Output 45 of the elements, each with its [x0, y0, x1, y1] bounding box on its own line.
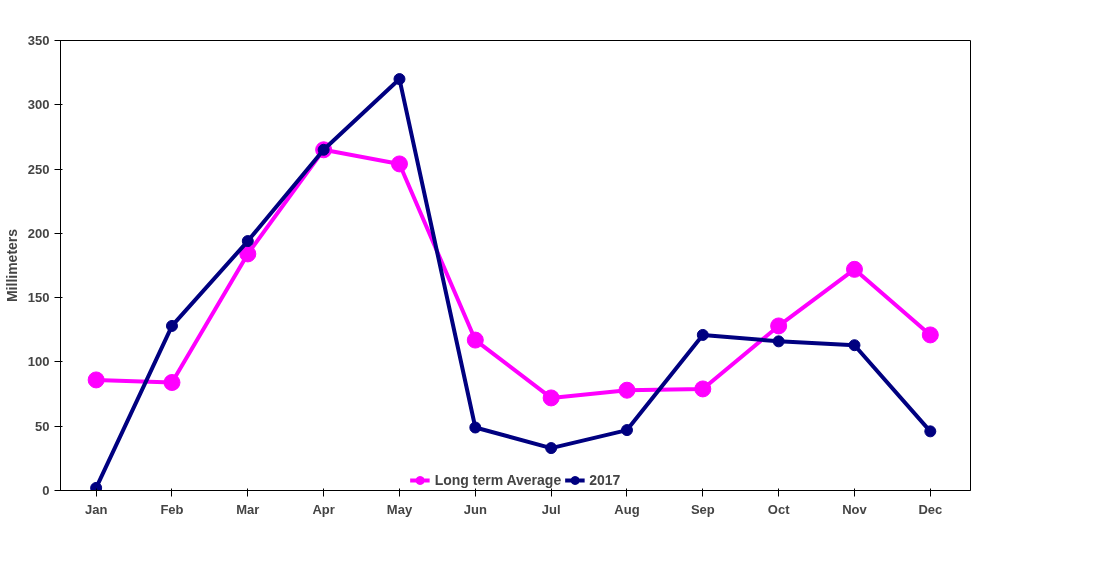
point [469, 421, 482, 434]
point [90, 481, 103, 491]
point [241, 235, 254, 248]
point [87, 371, 105, 389]
x-tick-label: Jan [84, 501, 108, 517]
point [924, 425, 937, 438]
point [239, 245, 257, 263]
point [620, 424, 633, 437]
point [466, 331, 484, 349]
point [921, 326, 939, 344]
point [848, 339, 861, 352]
y-tick-label: 150 [27, 290, 50, 306]
y-tick-label: 250 [27, 161, 50, 177]
y-tick-label: 350 [27, 33, 50, 48]
legend-label: Long term Average [434, 472, 562, 488]
y-axis-title: Millimeters [3, 228, 20, 303]
x-tick-label: Dec [918, 501, 943, 517]
point [545, 442, 558, 455]
y-tick-label: 50 [35, 418, 50, 434]
point [696, 328, 709, 341]
x-tick-label: Sep [690, 501, 715, 517]
point [542, 389, 560, 407]
point [618, 381, 636, 399]
y-tick-label: 0 [42, 483, 50, 498]
x-tick-label: Aug [614, 501, 640, 517]
x-tick-label: Nov [842, 501, 868, 517]
point [393, 73, 406, 86]
y-tick-label: 200 [27, 225, 50, 241]
point [390, 155, 408, 173]
point [165, 319, 178, 332]
x-tick-label: Jul [541, 501, 561, 517]
x-tick-label: Jun [463, 501, 487, 517]
x-tick-label: Apr [312, 501, 335, 517]
y-tick-label: 100 [27, 354, 50, 370]
point [845, 260, 863, 278]
point [163, 374, 181, 391]
y-tick-label: 300 [27, 97, 50, 113]
point [770, 317, 788, 335]
legend-label: 2017 [589, 472, 621, 488]
x-tick-label: May [386, 501, 413, 517]
point [694, 380, 712, 398]
x-tick-label: Feb [160, 501, 184, 517]
x-tick-label: Oct [767, 501, 791, 517]
point [772, 335, 785, 348]
x-tick-label: Mar [236, 501, 260, 517]
